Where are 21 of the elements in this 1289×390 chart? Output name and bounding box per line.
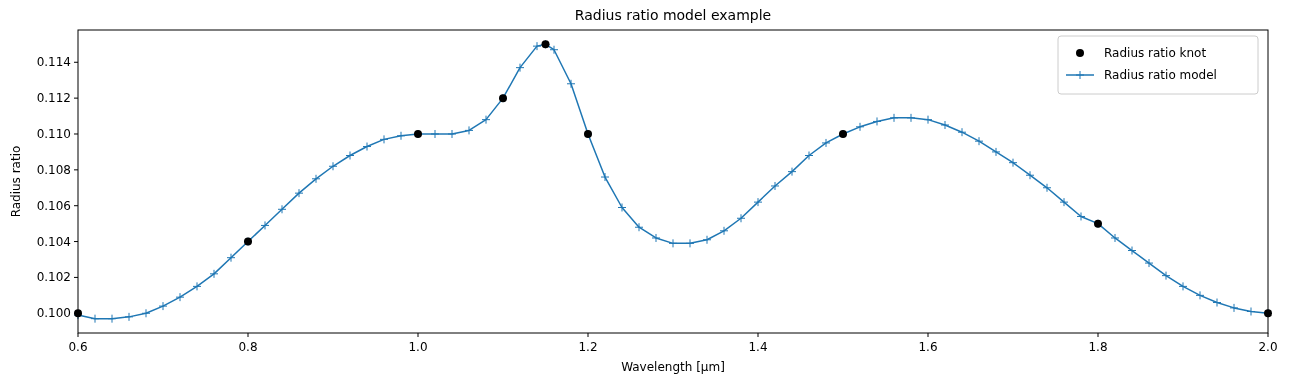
x-tick-label: 0.6: [68, 340, 88, 354]
y-tick-label: 0.110: [36, 126, 71, 141]
y-tick-label: 0.112: [36, 91, 71, 106]
y-tick-label: 0.114: [36, 55, 71, 70]
x-tick-label: 0.8: [238, 340, 258, 354]
x-tick-label: 1.6: [918, 340, 938, 354]
x-tick-label: 1.2: [578, 340, 598, 354]
legend-label: Radius ratio model: [1104, 68, 1217, 82]
y-tick-label: 0.106: [36, 198, 71, 213]
legend-label: Radius ratio knot: [1104, 46, 1207, 60]
x-axis-title: Wavelength [μm]: [621, 360, 725, 374]
x-tick-label: 1.0: [408, 340, 428, 354]
x-tick-label: 2.0: [1258, 340, 1278, 354]
y-tick-label: 0.102: [36, 270, 71, 285]
y-tick-label: 0.104: [36, 234, 71, 249]
y-axis-title: Radius ratio: [9, 145, 23, 218]
y-tick-label: 0.108: [36, 162, 71, 177]
chart-title: Radius ratio model example: [574, 7, 772, 23]
x-tick-label: 1.4: [748, 340, 768, 354]
y-tick-label: 0.100: [36, 306, 71, 321]
x-tick-label: 1.8: [1088, 340, 1108, 354]
